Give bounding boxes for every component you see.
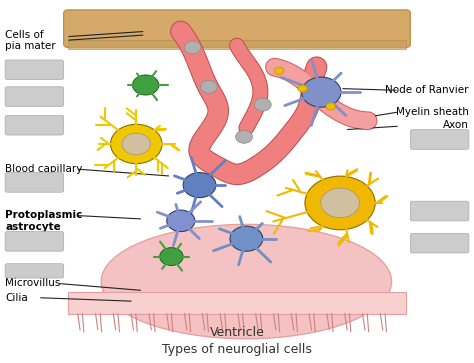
- Circle shape: [230, 226, 263, 251]
- FancyBboxPatch shape: [5, 172, 64, 192]
- Circle shape: [167, 210, 195, 232]
- Circle shape: [326, 103, 336, 110]
- Text: Microvillus: Microvillus: [5, 278, 61, 288]
- Circle shape: [255, 98, 271, 111]
- Circle shape: [183, 172, 216, 197]
- FancyBboxPatch shape: [410, 130, 469, 149]
- FancyBboxPatch shape: [5, 60, 64, 79]
- FancyBboxPatch shape: [68, 292, 406, 314]
- Circle shape: [274, 67, 284, 74]
- Text: Cilia: Cilia: [5, 293, 28, 303]
- Circle shape: [201, 80, 217, 93]
- FancyBboxPatch shape: [64, 10, 410, 48]
- FancyBboxPatch shape: [68, 40, 406, 49]
- FancyBboxPatch shape: [5, 115, 64, 135]
- FancyBboxPatch shape: [5, 232, 64, 251]
- Text: Blood capillary: Blood capillary: [5, 164, 82, 174]
- FancyBboxPatch shape: [5, 87, 64, 106]
- Circle shape: [236, 130, 253, 143]
- Text: Axon: Axon: [443, 120, 469, 130]
- Circle shape: [301, 77, 341, 107]
- Ellipse shape: [101, 224, 392, 339]
- Circle shape: [160, 248, 183, 265]
- Circle shape: [321, 188, 359, 218]
- Circle shape: [133, 75, 159, 95]
- Circle shape: [305, 176, 375, 230]
- Text: Node of Ranvier: Node of Ranvier: [385, 85, 469, 95]
- Circle shape: [184, 41, 201, 54]
- Circle shape: [298, 85, 307, 92]
- Text: Protoplasmic
astrocyte: Protoplasmic astrocyte: [5, 210, 82, 232]
- FancyBboxPatch shape: [410, 201, 469, 221]
- Circle shape: [110, 124, 162, 164]
- Text: Myelin sheath: Myelin sheath: [396, 107, 469, 117]
- Text: Ventricle
Types of neuroglial cells: Ventricle Types of neuroglial cells: [162, 326, 312, 356]
- Circle shape: [122, 133, 150, 155]
- Text: Cells of
pia mater: Cells of pia mater: [5, 29, 56, 51]
- FancyBboxPatch shape: [410, 233, 469, 253]
- FancyBboxPatch shape: [5, 264, 64, 278]
